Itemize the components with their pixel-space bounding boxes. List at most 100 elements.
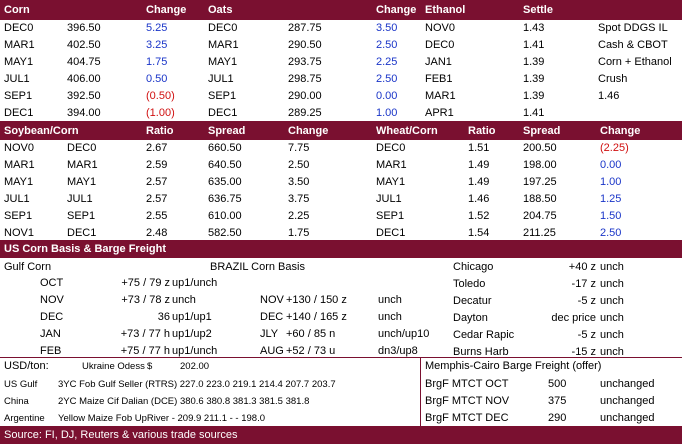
- top-header-1: Change: [146, 4, 187, 16]
- soy-month: MAY1: [4, 176, 34, 188]
- ddgs-note: Corn + Ethanol: [598, 56, 672, 68]
- interior-trend: unch: [600, 295, 624, 307]
- corn-price: 396.50: [67, 22, 101, 34]
- soy-corn-ratio: 2.59: [146, 159, 168, 171]
- oats-month: SEP1: [208, 90, 237, 102]
- wheat-corn-ratio: 1.49: [468, 159, 490, 171]
- oats-month: DEC0: [208, 22, 238, 34]
- interior-location: Burns Harb: [453, 346, 509, 358]
- ethanol-settle: 1.41: [523, 107, 545, 119]
- corn-month: MAR1: [67, 159, 98, 171]
- wheat-corn-change: 2.50: [600, 227, 622, 239]
- brazil-trend: unch/up10: [378, 328, 430, 340]
- oats-price: 287.75: [288, 22, 322, 34]
- odessa-value: 202.00: [180, 361, 210, 372]
- corn-month: SEP1: [67, 210, 96, 222]
- soy-corn-spread: 636.75: [208, 193, 242, 205]
- soy-corn-ratio: 2.57: [146, 193, 168, 205]
- wheat-month: MAR1: [376, 159, 407, 171]
- wheat-corn-ratio: 1.46: [468, 193, 490, 205]
- source-text: Source: FI, DJ, Reuters & various trade …: [4, 429, 238, 441]
- wheat-month: DEC1: [376, 227, 406, 239]
- oats-change: 2.50: [376, 39, 398, 51]
- gulf-trend: unch: [172, 294, 196, 306]
- oats-month: DEC1: [208, 107, 238, 119]
- odessa-currency: $: [147, 361, 153, 372]
- soy-corn-change: 3.50: [288, 176, 310, 188]
- wheat-corn-change: 1.50: [600, 210, 622, 222]
- wheat-month: MAY1: [376, 176, 406, 188]
- fob-origin: US Gulf: [4, 379, 38, 390]
- wheat-corn-ratio: 1.52: [468, 210, 490, 222]
- barge-trend: unchanged: [600, 378, 655, 390]
- interior-basis: -15 z: [571, 346, 596, 358]
- soy-corn-spread: 635.00: [208, 176, 242, 188]
- gulf-basis: +75 / 79 z: [121, 277, 170, 289]
- brazil-trend: unch: [378, 311, 402, 323]
- wheat-corn-change: 1.25: [600, 193, 622, 205]
- gulf-month: JAN: [40, 328, 61, 340]
- corn-change: (1.00): [146, 107, 175, 119]
- corn-month: MAR1: [4, 39, 35, 51]
- interior-location: Cedar Rapic: [453, 329, 515, 341]
- barge-label: BrgF MTCT NOV: [425, 395, 510, 407]
- interior-location: Dayton: [453, 312, 488, 324]
- corn-month: DEC1: [67, 227, 97, 239]
- top-header-3: Change: [376, 4, 417, 16]
- oats-month: MAY1: [208, 56, 238, 68]
- barge-value: 375: [548, 395, 567, 407]
- wheat-corn-spread: 204.75: [523, 210, 557, 222]
- soy-month: NOV0: [4, 142, 34, 154]
- oats-change: 1.00: [376, 107, 398, 119]
- spread-header-5: Ratio: [468, 125, 496, 137]
- corn-change: 1.75: [146, 56, 168, 68]
- gulf-month: NOV: [40, 294, 64, 306]
- ethanol-settle: 1.41: [523, 39, 545, 51]
- gulf-month: OCT: [40, 277, 64, 289]
- fob-detail: 3YC Fob Gulf Seller (RTRS) 227.0 223.0 2…: [58, 379, 336, 390]
- usd-ton-label: USD/ton:: [4, 360, 49, 372]
- gulf-basis: +73 / 78 z: [121, 294, 170, 306]
- corn-change: 3.25: [146, 39, 168, 51]
- ddgs-note: Cash & CBOT: [598, 39, 668, 51]
- corn-price: 404.75: [67, 56, 101, 68]
- gulf-basis: +75 / 77 h: [120, 345, 170, 357]
- divider-fob: [0, 357, 682, 358]
- interior-basis: -5 z: [577, 329, 596, 341]
- corn-month: MAY1: [67, 176, 97, 188]
- brazil-month: NOV: [260, 294, 284, 306]
- corn-change: 0.50: [146, 73, 168, 85]
- interior-trend: unch: [600, 261, 624, 273]
- header-band-futures: [0, 0, 682, 20]
- wheat-corn-spread: 198.00: [523, 159, 557, 171]
- ddgs-note: Spot DDGS IL: [598, 22, 668, 34]
- wheat-month: DEC0: [376, 142, 406, 154]
- oats-change: 3.50: [376, 22, 398, 34]
- wheat-corn-change: 1.00: [600, 176, 622, 188]
- source-band: [0, 426, 682, 444]
- ethanol-settle: 1.39: [523, 56, 545, 68]
- top-header-5: Settle: [523, 4, 553, 16]
- wheat-corn-spread: 188.50: [523, 193, 557, 205]
- brazil-trend: dn3/up8: [378, 345, 418, 357]
- soy-corn-ratio: 2.57: [146, 176, 168, 188]
- divider-barge: [420, 357, 421, 426]
- brazil-month: DEC: [260, 311, 284, 323]
- gulf-month: FEB: [40, 345, 62, 357]
- spread-header-0: Soybean/Corn: [4, 125, 79, 137]
- soy-corn-change: 2.25: [288, 210, 310, 222]
- corn-month: DEC1: [4, 107, 34, 119]
- barge-title: Memphis-Cairo Barge Freight (offer): [425, 360, 602, 372]
- fob-origin: Argentine: [4, 413, 45, 424]
- soy-corn-spread: 660.50: [208, 142, 242, 154]
- soy-corn-spread: 640.50: [208, 159, 242, 171]
- ethanol-month: MAR1: [425, 90, 456, 102]
- corn-month: DEC0: [67, 142, 97, 154]
- ethanol-month: FEB1: [425, 73, 453, 85]
- gulf-month: DEC: [40, 311, 64, 323]
- header-band-basis: [0, 240, 682, 258]
- gulf-trend: up1/up2: [172, 328, 212, 340]
- interior-location: Decatur: [453, 295, 492, 307]
- interior-basis: -17 z: [571, 278, 596, 290]
- oats-price: 290.50: [288, 39, 322, 51]
